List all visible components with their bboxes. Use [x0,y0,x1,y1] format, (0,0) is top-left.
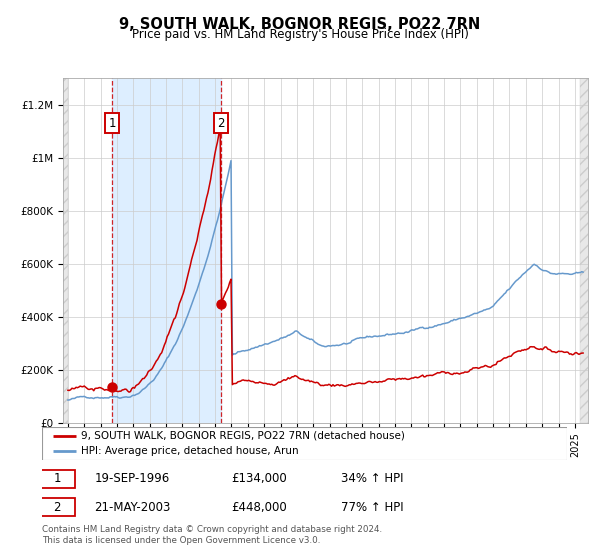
Text: 2: 2 [218,116,225,130]
Text: 9, SOUTH WALK, BOGNOR REGIS, PO22 7RN: 9, SOUTH WALK, BOGNOR REGIS, PO22 7RN [119,17,481,32]
Text: 21-MAY-2003: 21-MAY-2003 [95,501,171,514]
FancyBboxPatch shape [42,427,567,460]
Text: This data is licensed under the Open Government Licence v3.0.: This data is licensed under the Open Gov… [42,536,320,545]
Text: Contains HM Land Registry data © Crown copyright and database right 2024.: Contains HM Land Registry data © Crown c… [42,525,382,534]
Text: 19-SEP-1996: 19-SEP-1996 [95,473,170,486]
Text: Price paid vs. HM Land Registry's House Price Index (HPI): Price paid vs. HM Land Registry's House … [131,28,469,41]
Bar [580,78,596,423]
Text: 1: 1 [109,116,116,130]
Bar [55,78,68,423]
Text: 9, SOUTH WALK, BOGNOR REGIS, PO22 7RN (detached house): 9, SOUTH WALK, BOGNOR REGIS, PO22 7RN (d… [82,431,405,441]
Text: 2: 2 [53,501,61,514]
Text: 1: 1 [53,473,61,486]
Text: £134,000: £134,000 [231,473,287,486]
Text: 77% ↑ HPI: 77% ↑ HPI [341,501,404,514]
Bar [112,78,221,423]
FancyBboxPatch shape [40,498,75,516]
FancyBboxPatch shape [40,470,75,488]
Text: £448,000: £448,000 [231,501,287,514]
Text: HPI: Average price, detached house, Arun: HPI: Average price, detached house, Arun [82,446,299,456]
Text: 34% ↑ HPI: 34% ↑ HPI [341,473,404,486]
